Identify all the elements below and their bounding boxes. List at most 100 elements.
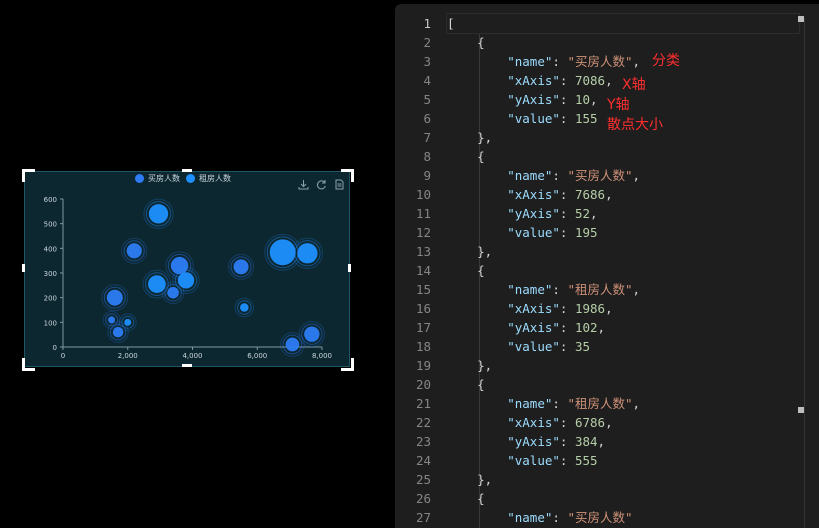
code-line[interactable]: "name": "租房人数", bbox=[447, 394, 799, 413]
point-ripple-outer bbox=[142, 269, 172, 299]
code-line[interactable]: "xAxis": 7086, bbox=[447, 71, 799, 90]
code-line[interactable]: "name": "买房人数", bbox=[447, 52, 799, 71]
code-token: "name" bbox=[507, 510, 553, 525]
code-line[interactable]: "yAxis": 52, bbox=[447, 204, 799, 223]
line-number: 8 bbox=[423, 149, 431, 164]
refresh-icon[interactable] bbox=[316, 175, 327, 190]
code-token: 102 bbox=[574, 320, 598, 335]
code-line[interactable]: { bbox=[447, 261, 799, 280]
code-line[interactable]: "xAxis": 1986, bbox=[447, 299, 799, 318]
code-token: "name" bbox=[507, 54, 553, 69]
resize-handle-bottom[interactable] bbox=[182, 364, 192, 367]
line-number: 18 bbox=[415, 339, 431, 354]
code-token bbox=[447, 510, 507, 525]
x-tick-label: 8,000 bbox=[312, 352, 332, 360]
resize-handle-left[interactable] bbox=[22, 264, 25, 272]
code-token: "租房人数" bbox=[567, 282, 633, 297]
data-point bbox=[112, 326, 124, 338]
code-line[interactable]: "yAxis": 102, bbox=[447, 318, 799, 337]
resize-handle-top-left[interactable] bbox=[22, 169, 35, 182]
code-token bbox=[447, 434, 507, 449]
data-view-icon[interactable] bbox=[334, 175, 345, 190]
code-token bbox=[447, 187, 507, 202]
code-token: : bbox=[559, 187, 575, 202]
code-token: "value" bbox=[507, 111, 560, 126]
code-line[interactable]: "value": 195 bbox=[447, 223, 799, 242]
resize-handle-top[interactable] bbox=[182, 169, 192, 172]
legend-label: 租房人数 bbox=[199, 174, 231, 183]
code-token: 1986 bbox=[574, 301, 606, 316]
code-line[interactable]: { bbox=[447, 33, 799, 52]
code-token: : bbox=[559, 434, 575, 449]
resize-handle-bottom-right[interactable] bbox=[341, 358, 354, 371]
y-tick-label: 200 bbox=[44, 295, 57, 303]
code-token bbox=[447, 111, 507, 126]
code-editor[interactable]: 1 2 3 4 5 6 7 8 9 10 11 12 13 14 15 16 17 18 19 20 21 22 23 24 2… bbox=[395, 4, 819, 528]
code-token: , bbox=[605, 415, 613, 430]
code-token bbox=[447, 339, 507, 354]
code-line[interactable]: }, bbox=[447, 356, 799, 375]
legend-item-rent[interactable]: 租房人数 bbox=[186, 173, 231, 184]
overview-ruler-marker bbox=[798, 407, 804, 413]
point-ripple bbox=[164, 283, 182, 302]
code-line[interactable]: { bbox=[447, 375, 799, 394]
code-token: 7686 bbox=[574, 187, 606, 202]
data-point bbox=[167, 286, 179, 299]
code-token: "买房人数" bbox=[567, 168, 633, 183]
code-token: 7086 bbox=[574, 73, 606, 88]
legend-item-buy[interactable]: 买房人数 bbox=[135, 173, 180, 184]
y-tick-label: 300 bbox=[44, 270, 57, 278]
x-tick-label: 2,000 bbox=[118, 352, 138, 360]
code-token: { bbox=[447, 491, 485, 506]
y-tick-label: 600 bbox=[44, 196, 57, 204]
code-line[interactable]: { bbox=[447, 147, 799, 166]
code-line[interactable]: }, bbox=[447, 242, 799, 261]
code-token: { bbox=[447, 35, 485, 50]
resize-handle-top-right[interactable] bbox=[341, 169, 354, 182]
legend-dot-icon bbox=[186, 174, 195, 183]
code-line[interactable]: "yAxis": 10, bbox=[447, 90, 799, 109]
code-token: "xAxis" bbox=[507, 415, 560, 430]
code-token: "value" bbox=[507, 339, 560, 354]
code-token: "租房人数" bbox=[567, 396, 633, 411]
code-token: "yAxis" bbox=[507, 206, 560, 221]
code-token: : bbox=[559, 92, 575, 107]
line-number: 1 bbox=[423, 16, 431, 31]
code-line[interactable]: "name": "租房人数", bbox=[447, 280, 799, 299]
point-ripple-outer bbox=[298, 320, 326, 348]
code-token: { bbox=[447, 149, 485, 164]
resize-handle-bottom-left[interactable] bbox=[22, 358, 35, 371]
code-line[interactable]: "xAxis": 7686, bbox=[447, 185, 799, 204]
data-point bbox=[108, 316, 116, 324]
code-area[interactable]: [ { "name": "买房人数", "xAxis": 7086, "yAxi… bbox=[446, 13, 800, 527]
code-token: }, bbox=[447, 472, 493, 487]
code-line[interactable]: { bbox=[447, 489, 799, 508]
code-token: : bbox=[559, 339, 575, 354]
download-icon[interactable] bbox=[298, 175, 309, 190]
resize-handle-right[interactable] bbox=[348, 264, 351, 272]
point-ripple-outer bbox=[107, 321, 129, 343]
vertical-scrollbar[interactable] bbox=[804, 18, 805, 528]
code-line[interactable]: "yAxis": 384, bbox=[447, 432, 799, 451]
code-line[interactable]: "value": 35 bbox=[447, 337, 799, 356]
code-line[interactable]: "name": "买房人数" bbox=[447, 508, 799, 527]
line-number: 6 bbox=[423, 111, 431, 126]
code-token: 384 bbox=[574, 434, 598, 449]
data-point bbox=[177, 272, 195, 289]
code-token bbox=[447, 206, 507, 221]
code-line[interactable]: "name": "买房人数", bbox=[447, 166, 799, 185]
code-line[interactable]: "value": 555 bbox=[447, 451, 799, 470]
code-line[interactable]: "xAxis": 6786, bbox=[447, 413, 799, 432]
point-ripple-outer bbox=[234, 297, 255, 318]
data-point bbox=[170, 256, 189, 275]
code-line[interactable]: }, bbox=[447, 128, 799, 147]
line-number: 10 bbox=[415, 187, 431, 202]
y-tick-label: 500 bbox=[44, 221, 57, 229]
code-line[interactable]: }, bbox=[447, 470, 799, 489]
code-line[interactable]: "value": 155 bbox=[447, 109, 799, 128]
code-token: }, bbox=[447, 130, 493, 145]
line-number: 2 bbox=[423, 35, 431, 50]
code-line[interactable]: [ bbox=[446, 13, 800, 34]
code-token: "value" bbox=[507, 453, 560, 468]
code-token: : bbox=[552, 282, 568, 297]
